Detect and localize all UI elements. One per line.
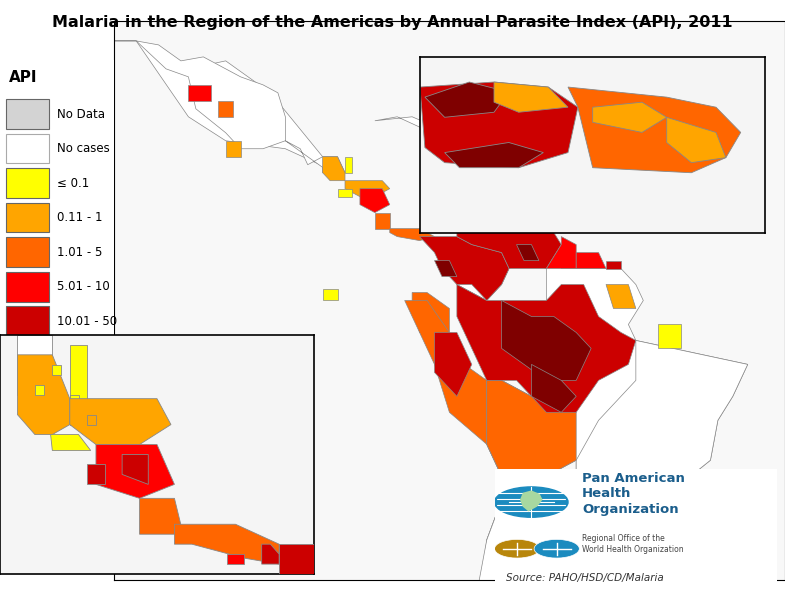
Polygon shape	[17, 355, 53, 395]
Text: >50: >50	[57, 349, 82, 362]
Polygon shape	[261, 544, 279, 564]
Circle shape	[495, 487, 568, 517]
Polygon shape	[405, 300, 487, 444]
Polygon shape	[457, 245, 747, 564]
Polygon shape	[457, 205, 561, 269]
Polygon shape	[345, 181, 390, 197]
Circle shape	[495, 539, 540, 558]
Text: No cases: No cases	[57, 142, 110, 155]
Polygon shape	[420, 82, 578, 167]
Polygon shape	[338, 188, 352, 197]
Polygon shape	[568, 87, 741, 173]
Polygon shape	[140, 498, 183, 534]
Polygon shape	[114, 41, 345, 173]
Text: Pan American
Health
Organization: Pan American Health Organization	[582, 472, 685, 515]
Polygon shape	[17, 355, 70, 435]
Polygon shape	[576, 252, 606, 269]
Bar	[5, 272, 49, 301]
Polygon shape	[87, 465, 104, 484]
Bar	[5, 307, 49, 336]
Polygon shape	[457, 145, 480, 157]
Polygon shape	[420, 237, 509, 300]
Polygon shape	[360, 188, 390, 213]
Bar	[5, 203, 49, 233]
Polygon shape	[606, 285, 636, 309]
Bar	[5, 237, 49, 267]
Polygon shape	[323, 157, 345, 181]
Polygon shape	[435, 261, 457, 276]
Circle shape	[534, 539, 579, 558]
Polygon shape	[375, 213, 390, 228]
Polygon shape	[531, 364, 576, 413]
Polygon shape	[480, 340, 747, 598]
Text: No Data: No Data	[57, 108, 105, 121]
Polygon shape	[412, 292, 450, 332]
Polygon shape	[517, 245, 539, 261]
Polygon shape	[279, 544, 314, 574]
Polygon shape	[226, 141, 241, 157]
Polygon shape	[502, 300, 591, 380]
Polygon shape	[666, 117, 726, 163]
Polygon shape	[50, 435, 91, 450]
Text: 0.11 - 1: 0.11 - 1	[57, 211, 102, 224]
Polygon shape	[70, 399, 171, 444]
Text: 1.01 - 5: 1.01 - 5	[57, 246, 102, 259]
Polygon shape	[122, 454, 148, 484]
Polygon shape	[188, 85, 211, 101]
Text: API: API	[9, 69, 38, 85]
Polygon shape	[87, 414, 96, 425]
Polygon shape	[450, 444, 546, 598]
Polygon shape	[435, 332, 472, 396]
Bar	[5, 341, 49, 371]
Bar	[5, 134, 49, 163]
Polygon shape	[323, 288, 338, 300]
Polygon shape	[546, 237, 576, 269]
Polygon shape	[227, 554, 244, 564]
Polygon shape	[520, 490, 542, 511]
Polygon shape	[606, 261, 621, 269]
Polygon shape	[457, 285, 636, 413]
Text: Malaria in the Region of the Americas by Annual Parasite Index (API), 2011: Malaria in the Region of the Americas by…	[52, 15, 733, 30]
Text: 10.01 - 50: 10.01 - 50	[57, 315, 117, 328]
Polygon shape	[494, 82, 568, 112]
Polygon shape	[174, 524, 279, 564]
Polygon shape	[390, 228, 435, 240]
Bar	[5, 168, 49, 198]
Text: Source: PAHO/HSD/CD/Malaria: Source: PAHO/HSD/CD/Malaria	[506, 573, 664, 583]
Polygon shape	[218, 101, 233, 117]
Polygon shape	[375, 117, 450, 141]
Text: ≤ 0.1: ≤ 0.1	[57, 176, 89, 190]
Polygon shape	[444, 142, 543, 167]
Polygon shape	[593, 102, 666, 132]
Polygon shape	[345, 157, 352, 173]
Polygon shape	[70, 395, 78, 425]
Polygon shape	[17, 335, 53, 355]
Polygon shape	[96, 444, 174, 498]
Polygon shape	[658, 325, 681, 349]
Polygon shape	[487, 380, 576, 476]
Text: Regional Office of the
World Health Organization: Regional Office of the World Health Orga…	[582, 533, 684, 554]
Polygon shape	[137, 41, 345, 173]
Polygon shape	[70, 345, 87, 399]
Polygon shape	[425, 82, 509, 117]
Polygon shape	[472, 145, 495, 157]
Text: 5.01 - 10: 5.01 - 10	[57, 280, 110, 293]
Polygon shape	[53, 365, 61, 375]
Polygon shape	[35, 385, 44, 395]
Bar	[5, 99, 49, 129]
Polygon shape	[472, 476, 576, 598]
